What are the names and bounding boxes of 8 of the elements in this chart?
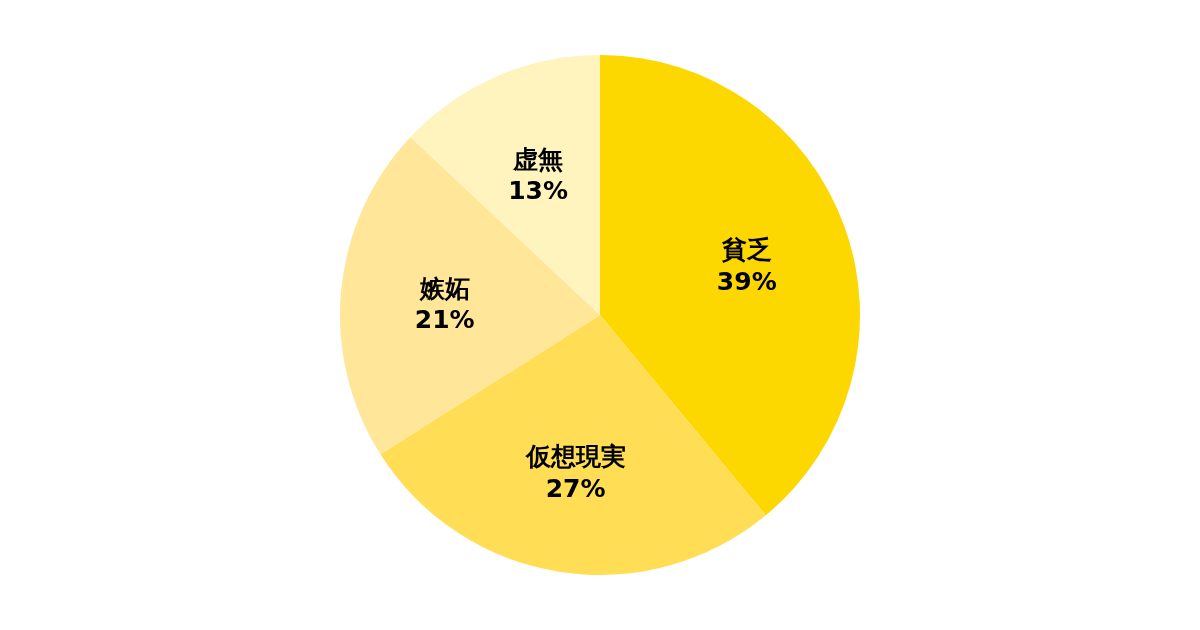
- data-label: 13%: [508, 176, 568, 206]
- data-label: 27%: [545, 473, 606, 503]
- slice-label: 嫉妬: [418, 273, 470, 303]
- slice-label: 虚無: [512, 145, 564, 175]
- slice-label: 仮想現実: [524, 442, 626, 472]
- slice-label: 貧乏: [720, 235, 772, 265]
- data-label: 39%: [716, 266, 777, 296]
- data-label: 21%: [414, 304, 475, 334]
